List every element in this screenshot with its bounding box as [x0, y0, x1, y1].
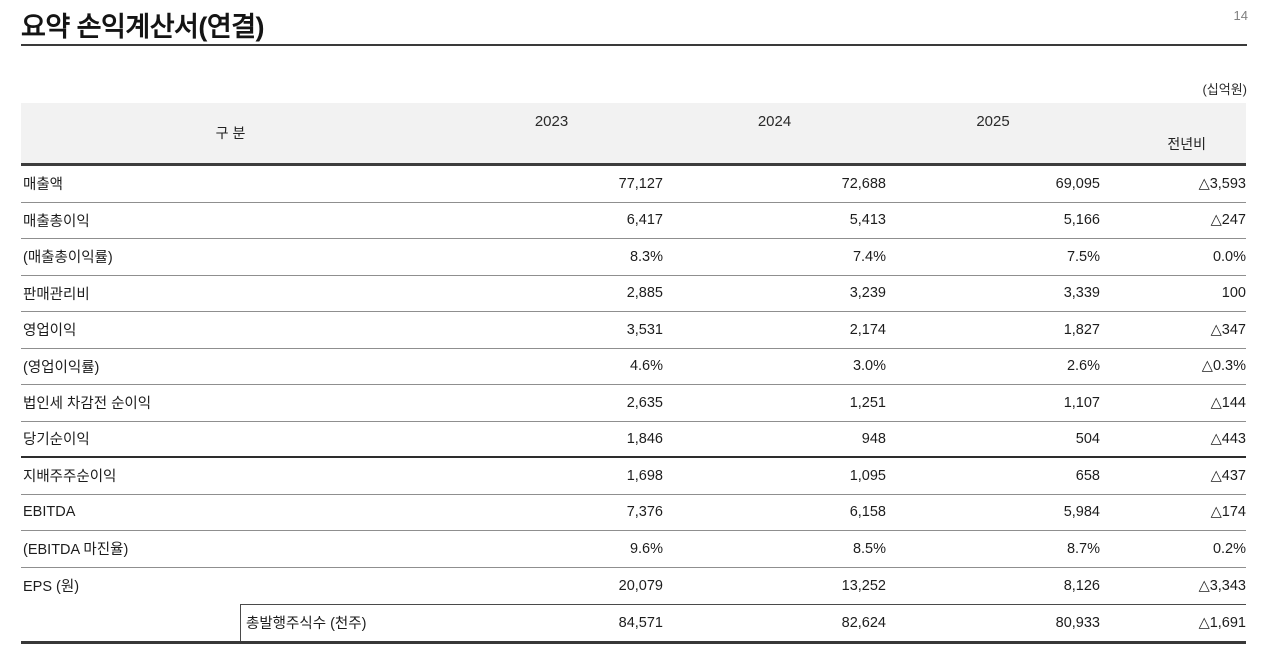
value-yoy: △3,593 — [1198, 175, 1246, 192]
value-2024: 8.5% — [852, 540, 886, 557]
row-label: EBITDA — [23, 504, 76, 521]
value-yoy: △437 — [1210, 467, 1246, 484]
value-2023: 4.6% — [629, 358, 663, 375]
value-yoy: △3,343 — [1198, 577, 1246, 594]
value-2024: 948 — [861, 430, 886, 447]
value-2024: 82,624 — [841, 614, 886, 631]
value-2025: 69,095 — [1055, 175, 1100, 192]
value-2023: 20,079 — [618, 577, 663, 594]
value-yoy: △443 — [1210, 430, 1246, 447]
table-row-gross-profit: 매출총이익 6,417 5,413 5,166 △247 — [21, 203, 1246, 239]
value-2023: 3,531 — [626, 321, 663, 338]
value-2025: 5,166 — [1063, 212, 1100, 229]
value-yoy: △347 — [1210, 321, 1246, 338]
value-2024: 2,174 — [849, 321, 886, 338]
value-2024: 6,158 — [849, 504, 886, 521]
value-2025: 504 — [1075, 430, 1100, 447]
value-2023: 1,846 — [626, 430, 663, 447]
header-year-2023: 2023 — [534, 113, 569, 130]
row-label: (영업이익률) — [23, 359, 100, 376]
value-2023: 8.3% — [629, 248, 663, 265]
page-title: 요약 손익계산서(연결) — [21, 12, 265, 42]
value-2025: 1,827 — [1063, 321, 1100, 338]
table-header-row: 구 분 2023 2024 2025 전년비 — [21, 103, 1246, 166]
value-2023: 2,885 — [626, 285, 663, 302]
value-2023: 6,417 — [626, 212, 663, 229]
income-statement-table: 구 분 2023 2024 2025 전년비 매출액 77,127 72,688… — [21, 103, 1246, 644]
value-yoy: △174 — [1210, 504, 1246, 521]
value-yoy: 0.0% — [1212, 248, 1246, 265]
row-label: 지배주주순이익 — [23, 469, 117, 486]
value-2023: 9.6% — [629, 540, 663, 557]
row-label: (매출총이익률) — [23, 250, 113, 267]
value-yoy: △144 — [1210, 394, 1246, 411]
value-2025: 1,107 — [1063, 394, 1100, 411]
value-2024: 3,239 — [849, 285, 886, 302]
value-yoy: △247 — [1210, 212, 1246, 229]
table-row-ebitda-margin: (EBITDA 마진율) 9.6% 8.5% 8.7% 0.2% — [21, 531, 1246, 568]
value-2025: 80,933 — [1055, 614, 1100, 631]
value-yoy: △1,691 — [1198, 614, 1246, 631]
row-label: EPS (원) — [23, 579, 80, 596]
value-2025: 658 — [1075, 467, 1100, 484]
header-category: 구 분 — [215, 125, 246, 141]
value-2024: 7.4% — [852, 248, 886, 265]
value-yoy: 0.2% — [1212, 540, 1246, 557]
table-row-operating-profit: 영업이익 3,531 2,174 1,827 △347 — [21, 312, 1246, 349]
value-2025: 8.7% — [1066, 540, 1100, 557]
value-yoy: 100 — [1221, 285, 1246, 302]
value-2025: 8,126 — [1063, 577, 1100, 594]
row-label: (EBITDA 마진율) — [23, 542, 129, 559]
row-label: 매출총이익 — [23, 213, 90, 230]
value-2023: 77,127 — [618, 175, 663, 192]
value-2024: 5,413 — [849, 212, 886, 229]
value-2024: 1,251 — [849, 394, 886, 411]
value-yoy: △0.3% — [1201, 358, 1246, 375]
table-row-total-shares: 총발행주식수 (천주) 84,571 82,624 80,933 △1,691 — [21, 604, 1246, 641]
row-label: 법인세 차감전 순이익 — [23, 396, 152, 413]
value-2025: 2.6% — [1066, 358, 1100, 375]
table-row-pretax-income: 법인세 차감전 순이익 2,635 1,251 1,107 △144 — [21, 385, 1246, 422]
page-number: 14 — [1233, 8, 1248, 23]
title-divider — [21, 44, 1247, 46]
value-2023: 84,571 — [618, 614, 663, 631]
table-row-net-income: 당기순이익 1,846 948 504 △443 — [21, 422, 1246, 458]
table-row-gross-margin: (매출총이익률) 8.3% 7.4% 7.5% 0.0% — [21, 239, 1246, 276]
value-2024: 72,688 — [841, 175, 886, 192]
value-2023: 2,635 — [626, 394, 663, 411]
table-row-sga: 판매관리비 2,885 3,239 3,339 100 — [21, 276, 1246, 312]
header-yoy: 전년비 — [1167, 136, 1206, 152]
table-row-eps: EPS (원) 20,079 13,252 8,126 △3,343 — [21, 568, 1246, 605]
unit-note: (십억원) — [1202, 82, 1247, 97]
header-year-2024: 2024 — [757, 113, 792, 130]
table-row-controlling-net-income: 지배주주순이익 1,698 1,095 658 △437 — [21, 458, 1246, 495]
table-row-revenue: 매출액 77,127 72,688 69,095 △3,593 — [21, 166, 1246, 203]
value-2023: 1,698 — [626, 467, 663, 484]
value-2025: 7.5% — [1066, 248, 1100, 265]
row-label: 영업이익 — [23, 323, 77, 340]
table-bottom-rule — [21, 641, 1246, 644]
row-label: 총발행주식수 (천주) — [246, 616, 367, 632]
table-row-operating-margin: (영업이익률) 4.6% 3.0% 2.6% △0.3% — [21, 349, 1246, 385]
header-year-2025: 2025 — [976, 113, 1010, 130]
row-label: 매출액 — [23, 177, 64, 194]
value-2024: 13,252 — [841, 577, 886, 594]
value-2023: 7,376 — [626, 504, 663, 521]
value-2024: 1,095 — [849, 467, 886, 484]
value-2024: 3.0% — [852, 358, 886, 375]
row-label: 당기순이익 — [23, 432, 90, 449]
row-label: 판매관리비 — [23, 286, 90, 303]
table-row-ebitda: EBITDA 7,376 6,158 5,984 △174 — [21, 495, 1246, 531]
value-2025: 3,339 — [1063, 285, 1100, 302]
value-2025: 5,984 — [1063, 504, 1100, 521]
